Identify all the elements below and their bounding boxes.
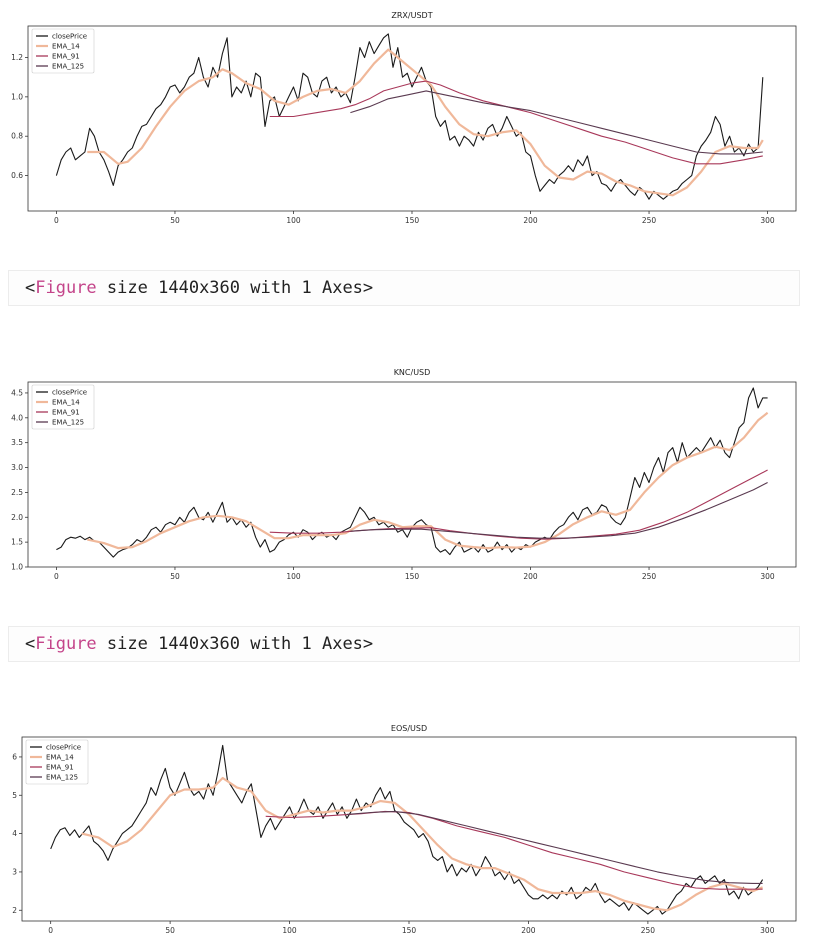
- y-tick-label: 2: [12, 906, 17, 915]
- output-dims-1: 1440x360: [158, 278, 241, 298]
- x-tick-label: 200: [523, 572, 538, 581]
- output-cell-1: <Figure size 1440x360 with 1 Axes>: [8, 270, 800, 306]
- chart-title: ZRX/USDT: [391, 11, 432, 20]
- x-tick-label: 150: [405, 572, 420, 581]
- y-tick-label: 6: [12, 752, 17, 761]
- x-tick-label: 200: [521, 926, 536, 935]
- output-count-2: 1: [301, 634, 312, 654]
- y-tick-label: 4.5: [11, 388, 23, 397]
- y-tick-label: 2.5: [11, 488, 23, 497]
- plot-frame: [27, 25, 797, 212]
- output-open-2: <: [25, 634, 36, 654]
- x-tick-label: 100: [286, 216, 301, 225]
- legend-label-ema-14: EMA_14: [46, 754, 74, 762]
- x-tick-label: 0: [54, 216, 59, 225]
- legend-label-closeprice: closePrice: [52, 389, 87, 397]
- x-tick-label: 50: [165, 926, 175, 935]
- series-line-ema-14: [87, 48, 764, 197]
- chart-knc-svg: KNC/USD 0 50 100 150 200 250 300 1.0 1.5 2.0 2.5 3.0…: [11, 368, 797, 581]
- output-keyword-1: Figure: [35, 278, 97, 298]
- y-tick-label: 1.5: [11, 538, 23, 547]
- chart-zrx: ZRX/USDT 0 50 100 150 200 250 300 0.6 0.8 1.0 1.2 cl…: [0, 0, 818, 230]
- series-line-closeprice: [50, 744, 764, 915]
- output-text-2: <Figure size 1440x360 with 1 Axes>: [25, 634, 373, 654]
- output-cell-2: <Figure size 1440x360 with 1 Axes>: [8, 626, 800, 662]
- legend-box: [25, 739, 89, 785]
- legend-label-ema-14: EMA_14: [52, 399, 80, 407]
- legend-label-ema-91: EMA_91: [46, 764, 74, 772]
- plot-frame: [21, 736, 797, 922]
- x-tick-label: 0: [48, 926, 53, 935]
- x-tick-label: 150: [405, 216, 420, 225]
- legend-label-ema-91: EMA_91: [52, 53, 80, 61]
- x-tick-label: 100: [282, 926, 297, 935]
- chart-title: EOS/USD: [391, 724, 427, 733]
- y-tick-label: 4.0: [11, 413, 23, 422]
- x-tick-label: 200: [523, 216, 538, 225]
- series-line-ema-125: [350, 90, 763, 155]
- chart-eos: EOS/USD 0 50 100 150 200 250 300 2 3 4 5 6 closePrice…: [0, 718, 818, 952]
- y-tick-label: 2.0: [11, 513, 23, 522]
- series-line-ema-14: [81, 776, 764, 912]
- x-tick-label: 250: [641, 926, 656, 935]
- output-axes-1: Axes>: [321, 278, 374, 298]
- x-tick-label: 50: [170, 572, 180, 581]
- x-tick-label: 50: [170, 216, 180, 225]
- x-tick-label: 250: [642, 216, 657, 225]
- y-tick-label: 1.0: [11, 92, 23, 101]
- legend-label-ema-91: EMA_91: [52, 409, 80, 417]
- output-count-1: 1: [301, 278, 312, 298]
- y-tick-label: 5: [12, 791, 17, 800]
- y-tick-label: 4: [12, 829, 17, 838]
- series-line-ema-14: [87, 411, 769, 550]
- series-line-ema-125: [350, 482, 768, 539]
- chart-zrx-svg: ZRX/USDT 0 50 100 150 200 250 300 0.6 0.8 1.0 1.2 cl…: [11, 11, 797, 225]
- output-size-2: size: [106, 634, 148, 654]
- y-tick-label: 0.8: [11, 132, 23, 141]
- series-line-ema-91: [269, 469, 768, 540]
- output-with-1: with: [250, 278, 292, 298]
- legend-box: [31, 28, 95, 74]
- x-tick-label: 0: [54, 572, 59, 581]
- y-tick-label: 1.0: [11, 563, 23, 572]
- x-tick-label: 100: [286, 572, 301, 581]
- legend-label-ema-125: EMA_125: [46, 774, 78, 782]
- x-tick-label: 150: [402, 926, 417, 935]
- chart-eos-svg: EOS/USD 0 50 100 150 200 250 300 2 3 4 5 6 closePrice…: [12, 724, 797, 935]
- legend-label-ema-125: EMA_125: [52, 419, 84, 427]
- x-tick-label: 300: [760, 216, 775, 225]
- x-tick-label: 250: [642, 572, 657, 581]
- x-tick-label: 300: [760, 926, 775, 935]
- output-axes-2: Axes>: [321, 634, 374, 654]
- y-tick-label: 3.0: [11, 463, 23, 472]
- output-size-1: size: [106, 278, 148, 298]
- legend-label-closeprice: closePrice: [46, 744, 81, 752]
- legend-label-ema-14: EMA_14: [52, 43, 80, 51]
- output-text-1: <Figure size 1440x360 with 1 Axes>: [25, 278, 373, 298]
- legend-label-closeprice: closePrice: [52, 33, 87, 41]
- x-tick-label: 300: [760, 572, 775, 581]
- series-line-ema-91: [269, 80, 763, 165]
- output-keyword-2: Figure: [35, 634, 97, 654]
- legend-box: [31, 384, 95, 430]
- legend-label-ema-125: EMA_125: [52, 63, 84, 71]
- y-tick-label: 3: [12, 867, 17, 876]
- y-tick-label: 0.6: [11, 171, 23, 180]
- y-tick-label: 1.2: [11, 53, 23, 62]
- series-line-ema-125: [346, 810, 763, 884]
- output-dims-2: 1440x360: [158, 634, 241, 654]
- chart-title: KNC/USD: [394, 368, 431, 377]
- output-open-1: <: [25, 278, 36, 298]
- chart-knc: KNC/USD 0 50 100 150 200 250 300 1.0 1.5 2.0 2.5 3.0…: [0, 362, 818, 592]
- output-with-2: with: [250, 634, 292, 654]
- plot-frame: [27, 381, 797, 568]
- y-tick-label: 3.5: [11, 438, 23, 447]
- series-line-closeprice: [55, 33, 764, 200]
